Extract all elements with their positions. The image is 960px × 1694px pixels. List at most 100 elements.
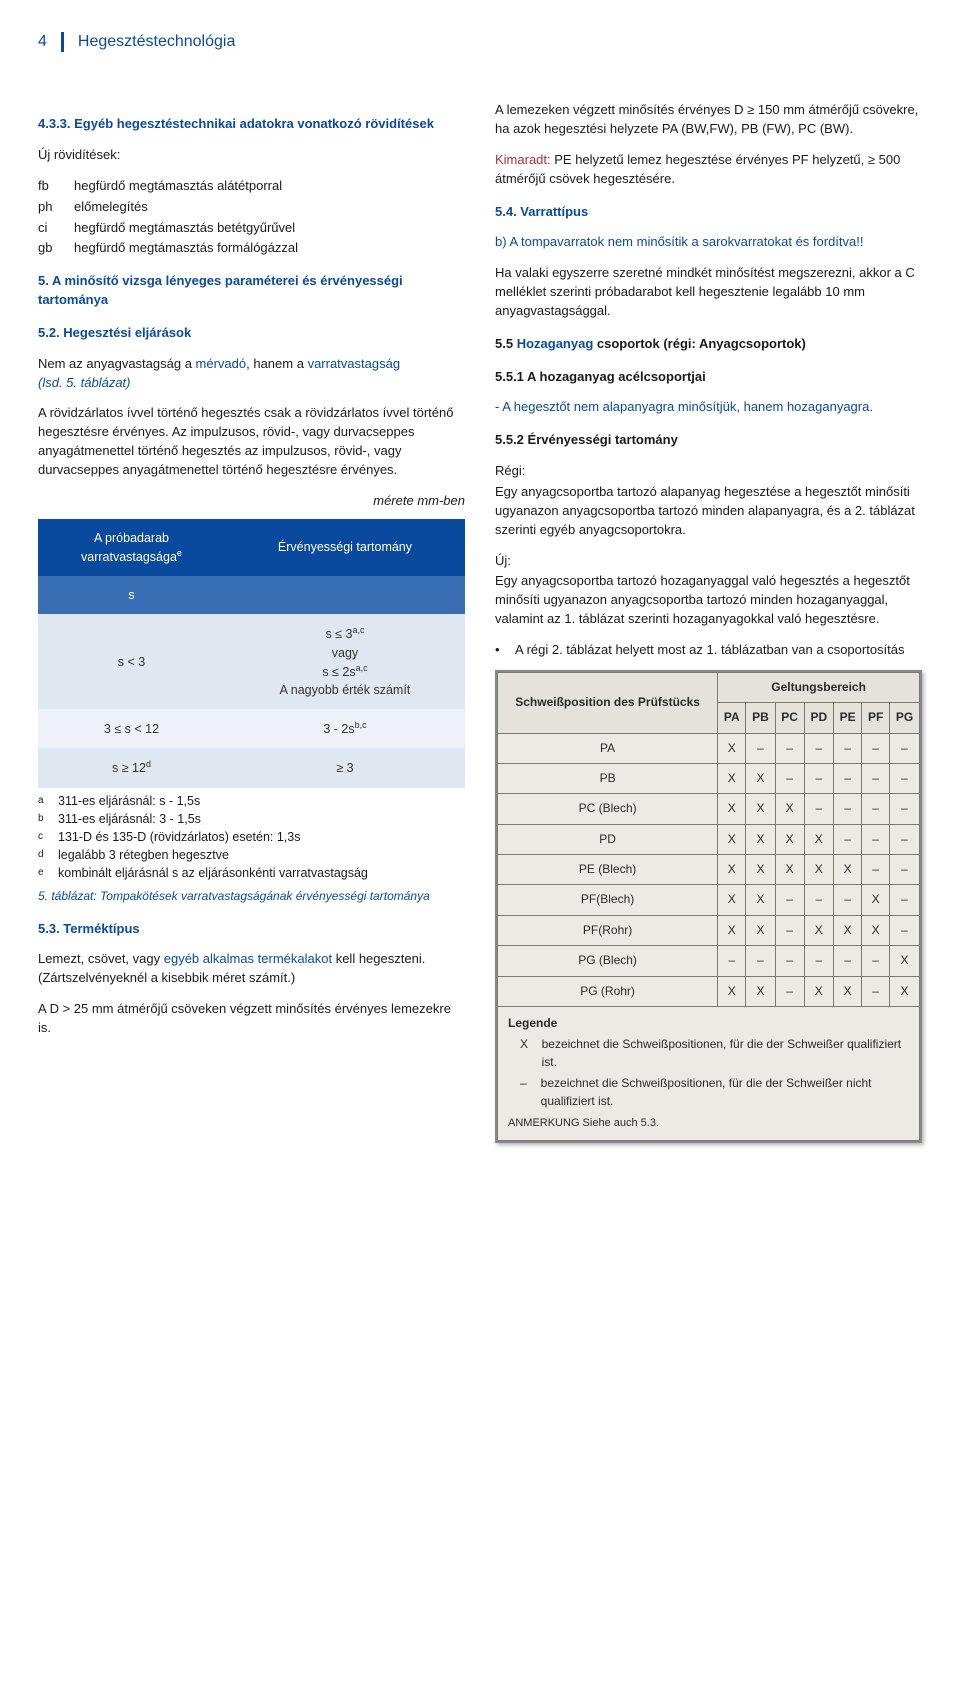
cell: X: [804, 855, 833, 885]
text: s ≥ 12: [112, 761, 146, 775]
cell: X: [804, 915, 833, 945]
table-row: PE (Blech)XXXXX––: [498, 855, 920, 885]
cell: X: [746, 794, 775, 824]
cell: –: [862, 733, 890, 763]
header-divider: [61, 32, 64, 52]
cell: –: [775, 763, 804, 793]
text: PE helyzetű lemez hegesztése érvényes PF…: [495, 152, 900, 186]
text-red: Kimaradt:: [495, 152, 551, 167]
fn-val: kombinált eljárásnál s az eljárásonkénti…: [58, 864, 368, 882]
table-row: PG (Rohr)XX–XX–X: [498, 976, 920, 1006]
table-unit: mérete mm-ben: [38, 492, 465, 511]
row-name: PF(Rohr): [498, 915, 718, 945]
th-col: PD: [804, 703, 833, 733]
cell: X: [718, 976, 746, 1006]
cell: –: [833, 824, 861, 854]
abbr-key: ci: [38, 219, 64, 238]
th-left: A próbadarab varratvastagságae: [38, 519, 225, 576]
text: s ≤ 2s: [322, 665, 355, 679]
legende-sym: X: [520, 1036, 534, 1071]
cell: –: [775, 946, 804, 976]
table-row: PF(Rohr)XX–XXX–: [498, 915, 920, 945]
cell: X: [804, 976, 833, 1006]
abbr-val: hegfürdő megtámasztás alátétporral: [74, 177, 282, 196]
cell: X: [746, 976, 775, 1006]
cell: X: [889, 946, 919, 976]
footnote-row: a311-es eljárásnál: s - 1,5s: [38, 792, 465, 810]
sup: a,c: [356, 663, 368, 673]
table-header-row: A próbadarab varratvastagságae Érvényess…: [38, 519, 465, 576]
cell: –: [775, 976, 804, 1006]
fn-val: 131-D és 135-D (rövidzárlatos) esetén: 1…: [58, 828, 300, 846]
cell: –: [775, 885, 804, 915]
th-l1: A próbadarab: [94, 531, 169, 545]
text-blue: mérvadó: [196, 356, 247, 371]
cell-r: s ≤ 3a,c vagy s ≤ 2sa,c A nagyobb érték …: [225, 614, 465, 709]
fn-key: d: [38, 846, 50, 864]
cell: X: [746, 763, 775, 793]
th-col: PA: [718, 703, 746, 733]
cell-r: 3 - 2sb,c: [225, 709, 465, 748]
legende-box: Legende Xbezeichnet die Schweißpositione…: [497, 1007, 920, 1141]
cell: X: [718, 733, 746, 763]
abbr-row: cihegfürdő megtámasztás betétgyűrűvel: [38, 219, 465, 238]
text: vagy: [332, 646, 358, 660]
table-row: PBXX–––––: [498, 763, 920, 793]
cell-s: s ≥ 12d: [38, 748, 225, 787]
cell: –: [889, 763, 919, 793]
row-name: PG (Blech): [498, 946, 718, 976]
cell: –: [889, 885, 919, 915]
cell: –: [804, 794, 833, 824]
table-row: PG (Blech)––––––X: [498, 946, 920, 976]
cell: X: [718, 855, 746, 885]
sup: d: [146, 759, 151, 769]
cell: X: [718, 915, 746, 945]
regi-label: Régi:: [495, 462, 922, 481]
abbr-key: ph: [38, 198, 64, 217]
row-name: PB: [498, 763, 718, 793]
cell: –: [833, 946, 861, 976]
cell: X: [775, 794, 804, 824]
row-name: PE (Blech): [498, 855, 718, 885]
row-name: PG (Rohr): [498, 976, 718, 1006]
row-name: PD: [498, 824, 718, 854]
cell: –: [889, 733, 919, 763]
th-col: PC: [775, 703, 804, 733]
sup: a,c: [352, 625, 364, 635]
right-column: A lemezeken végzett minősítés érvényes D…: [495, 101, 922, 1143]
table-row: PAX––––––: [498, 733, 920, 763]
text: s ≤ 3: [325, 627, 352, 641]
cell: X: [862, 885, 890, 915]
legende-text: bezeichnet die Schweißpositionen, für di…: [542, 1036, 909, 1071]
p-5-5-1: - A hegesztőt nem alapanyagra minősítjük…: [495, 398, 922, 417]
text: Nem az anyagvastagság a: [38, 356, 196, 371]
p-5-4-b: b) A tompavarratok nem minősítik a sarok…: [495, 233, 922, 252]
header-category: Hegesztéstechnológia: [78, 30, 235, 53]
page-header: 4 Hegesztéstechnológia: [38, 30, 922, 53]
cell: –: [775, 915, 804, 945]
cell: X: [775, 855, 804, 885]
fn-val: 311-es eljárásnál: s - 1,5s: [58, 792, 200, 810]
abbr-row: phelőmelegítés: [38, 198, 465, 217]
th-col: PB: [746, 703, 775, 733]
left-column: 4.3.3. Egyéb hegesztéstechnikai adatokra…: [38, 101, 465, 1143]
p-5-2-b: A rövidzárlatos ívvel történő hegesztés …: [38, 404, 465, 479]
th-s: s: [38, 576, 225, 614]
heading-5-5-2: 5.5.2 Érvényességi tartomány: [495, 431, 922, 450]
th-empty: [225, 576, 465, 614]
fn-val: 311-es eljárásnál: 3 - 1,5s: [58, 810, 201, 828]
th-col: PF: [862, 703, 890, 733]
uj-label: Új:: [495, 552, 922, 571]
abbr-list: fbhegfürdő megtámasztás alátétporral phe…: [38, 177, 465, 258]
abbr-val: hegfürdő megtámasztás formálógázzal: [74, 239, 298, 258]
cell: –: [775, 733, 804, 763]
cell: X: [746, 824, 775, 854]
cell: X: [889, 976, 919, 1006]
bullet-row: • A régi 2. táblázat helyett most az 1. …: [495, 641, 922, 660]
p-r1: A lemezeken végzett minősítés érvényes D…: [495, 101, 922, 139]
legende-sym: –: [520, 1075, 533, 1110]
cell: X: [746, 855, 775, 885]
cell: –: [862, 794, 890, 824]
cell: X: [833, 915, 861, 945]
schweiss-table-wrap: Schweißposition des Prüfstücks Geltungsb…: [495, 670, 922, 1143]
